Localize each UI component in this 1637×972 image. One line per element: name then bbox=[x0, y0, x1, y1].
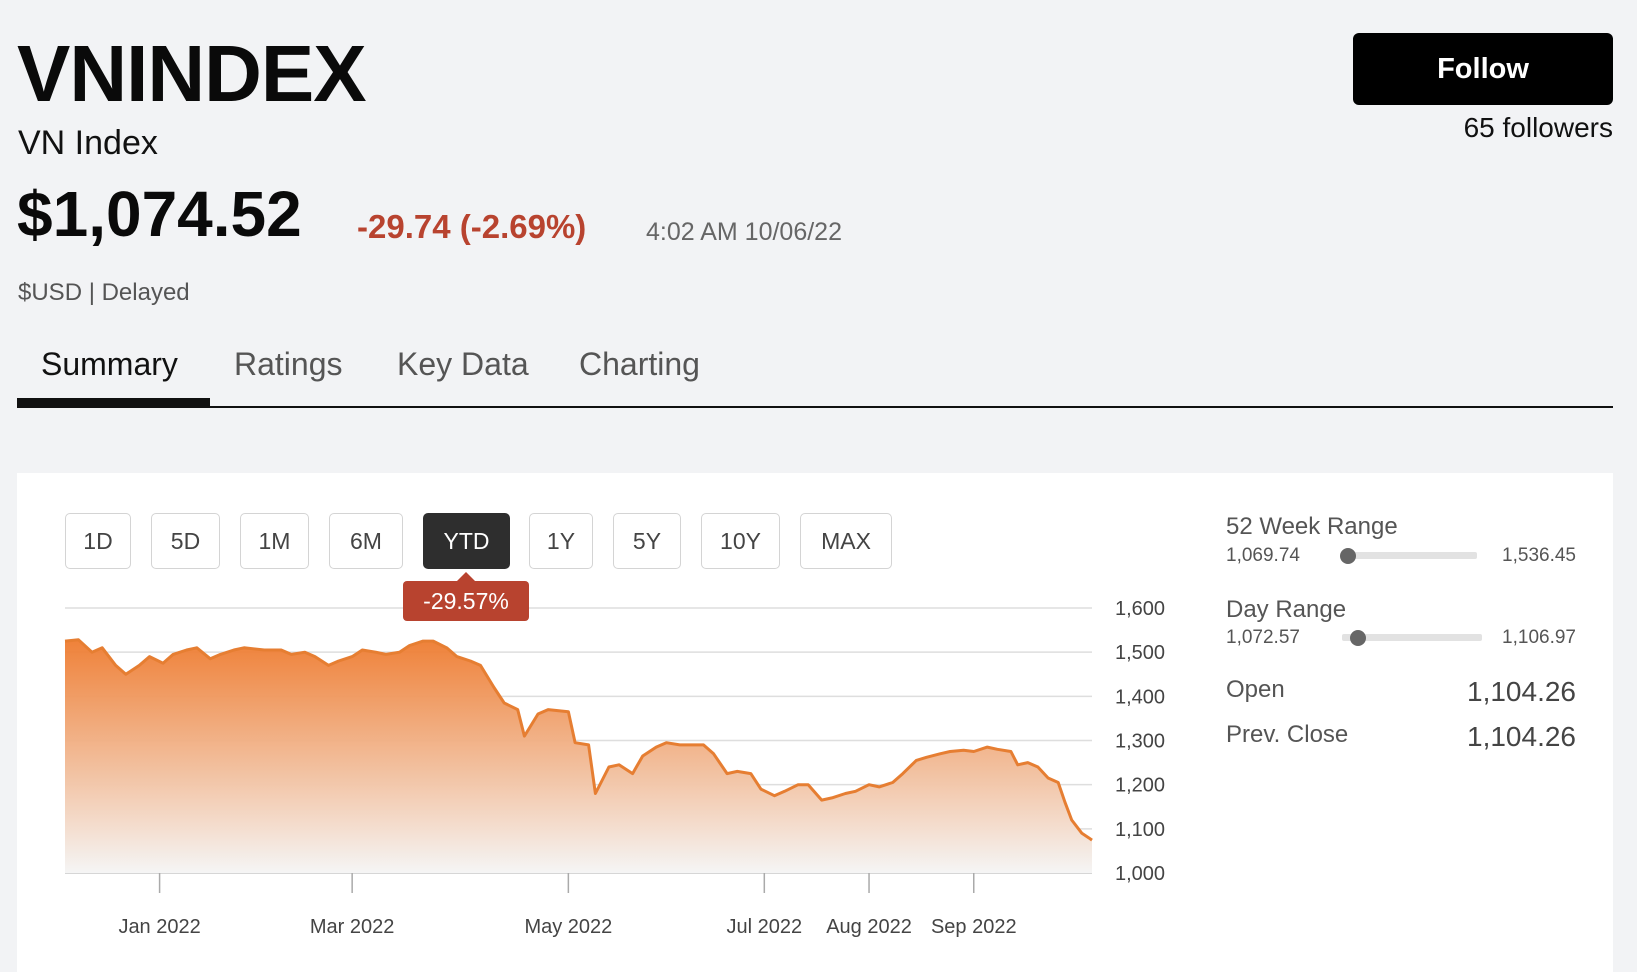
y-tick-label: 1,500 bbox=[1115, 642, 1165, 664]
day-high: 1,106.97 bbox=[1502, 627, 1576, 648]
followers-count: 65 followers bbox=[1463, 112, 1613, 143]
range-button-1y[interactable]: 1Y bbox=[529, 513, 593, 569]
price-line bbox=[64, 638, 1093, 842]
y-tick-label: 1,000 bbox=[1115, 863, 1165, 885]
range-change-badge: -29.57% bbox=[403, 572, 529, 621]
y-tick-label: 1,200 bbox=[1115, 775, 1165, 797]
x-tick-label: May 2022 bbox=[524, 916, 612, 938]
range-button-5y[interactable]: 5Y bbox=[613, 513, 681, 569]
current-price: $1,074.52 bbox=[17, 178, 302, 250]
x-tick-label: Jul 2022 bbox=[726, 916, 802, 938]
tab-summary[interactable]: Summary bbox=[41, 346, 178, 382]
index-name: VN Index bbox=[18, 124, 158, 162]
week52-high: 1,536.45 bbox=[1502, 545, 1576, 566]
follow-button[interactable]: Follow bbox=[1353, 33, 1613, 105]
day-low: 1,072.57 bbox=[1226, 627, 1300, 648]
week52-range-title: 52 Week Range bbox=[1226, 513, 1398, 540]
chart-card: 1D 5D 1M 6M YTD 1Y 5Y 10Y MAX Jan 2022 Ma… bbox=[17, 473, 1613, 972]
range-button-1m[interactable]: 1M bbox=[240, 513, 309, 569]
range-button-ytd[interactable]: YTD bbox=[423, 513, 510, 569]
ticker-symbol: VNINDEX bbox=[17, 29, 367, 118]
week52-low: 1,069.74 bbox=[1226, 545, 1300, 566]
y-tick-label: 1,400 bbox=[1115, 686, 1165, 708]
range-button-10y[interactable]: 10Y bbox=[701, 513, 780, 569]
tab-key-data[interactable]: Key Data bbox=[397, 346, 529, 382]
open-value: 1,104.26 bbox=[1467, 676, 1576, 707]
day-range-title: Day Range bbox=[1226, 596, 1347, 623]
range-button-1d[interactable]: 1D bbox=[65, 513, 131, 569]
price-chart: Jan 2022 Mar 2022 May 2022 Jul 2022 Aug 2022… bbox=[64, 598, 1165, 938]
x-tick-label: Mar 2022 bbox=[310, 916, 395, 938]
prev-close-value: 1,104.26 bbox=[1467, 721, 1576, 752]
x-tick-label: Aug 2022 bbox=[826, 916, 912, 938]
range-button-max[interactable]: MAX bbox=[800, 513, 892, 569]
tab-bar: Summary Ratings Key Data Charting bbox=[17, 330, 1613, 408]
y-tick-label: 1,600 bbox=[1115, 598, 1165, 620]
active-tab-indicator bbox=[17, 398, 210, 408]
week52-range-bar bbox=[1343, 552, 1477, 559]
range-button-6m[interactable]: 6M bbox=[329, 513, 403, 569]
tab-charting[interactable]: Charting bbox=[579, 346, 700, 382]
y-tick-label: 1,100 bbox=[1115, 819, 1165, 841]
week52-marker bbox=[1340, 548, 1356, 564]
x-tick-label: Jan 2022 bbox=[118, 916, 200, 938]
day-range-bar bbox=[1342, 634, 1482, 641]
price-change: -29.74 (-2.69%) bbox=[357, 208, 587, 245]
price-area bbox=[65, 639, 1092, 873]
quote-timestamp: 4:02 AM 10/06/22 bbox=[646, 218, 842, 246]
prev-close-label: Prev. Close bbox=[1226, 721, 1349, 748]
currency-note: $USD | Delayed bbox=[18, 279, 190, 306]
day-marker bbox=[1350, 630, 1367, 646]
x-tick-label: Sep 2022 bbox=[931, 916, 1017, 938]
tab-ratings[interactable]: Ratings bbox=[234, 346, 343, 382]
open-label: Open bbox=[1226, 676, 1285, 703]
y-tick-label: 1,300 bbox=[1115, 731, 1165, 753]
range-button-5d[interactable]: 5D bbox=[151, 513, 220, 569]
